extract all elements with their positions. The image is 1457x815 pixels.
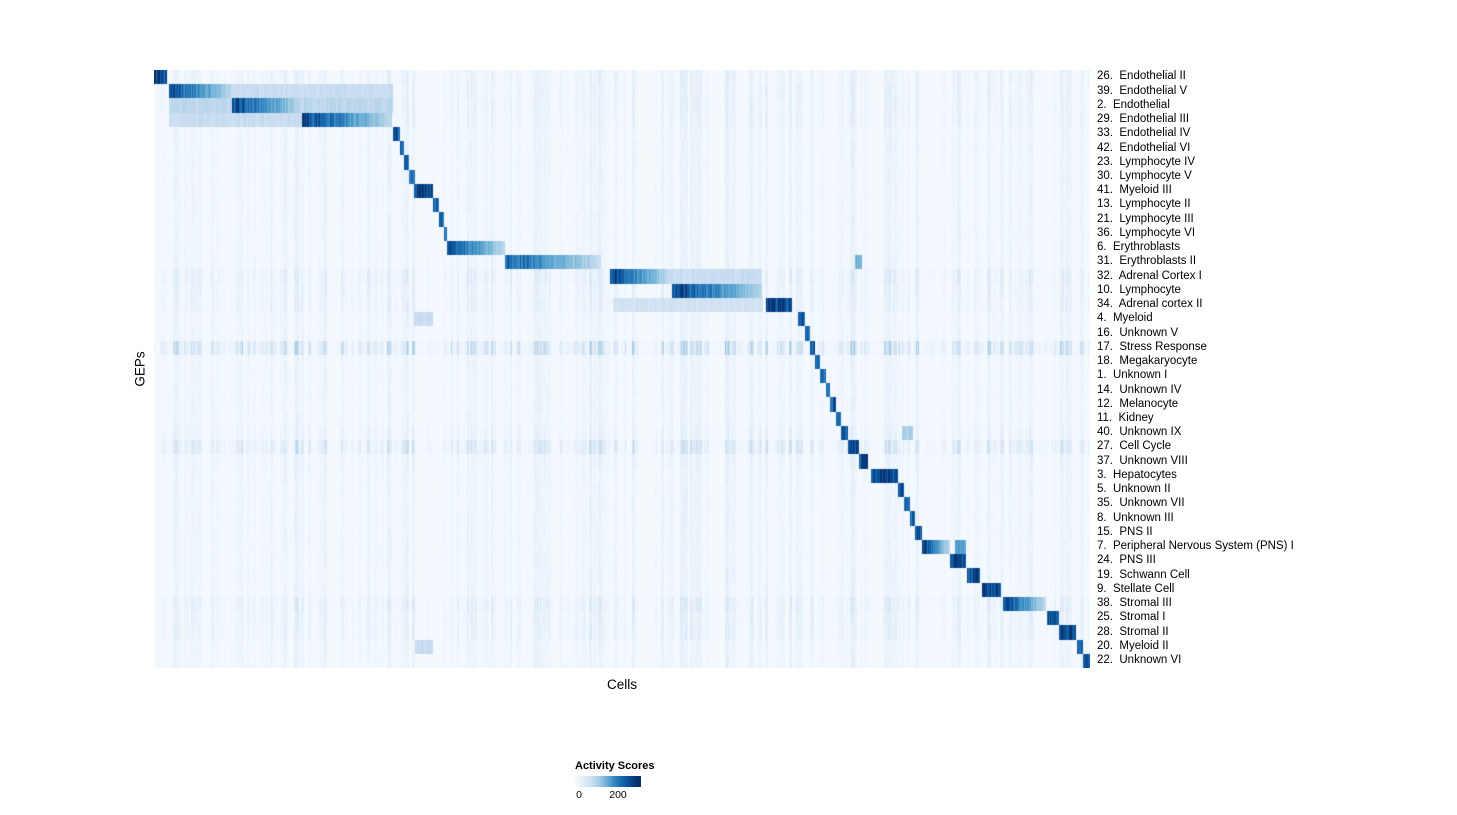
row-label: 4. Myeloid [1097, 312, 1153, 325]
row-label: 24. PNS III [1097, 554, 1156, 567]
row-label: 2. Endothelial [1097, 98, 1170, 111]
row-label: 27. Cell Cycle [1097, 440, 1172, 453]
row-label: 30. Lymphocyte V [1097, 170, 1192, 182]
row-label: 1. Unknown I [1097, 369, 1168, 382]
y-axis-label: GEPs [132, 351, 148, 387]
row-label: 42. Endothelial VI [1097, 141, 1191, 154]
row-label: 25. Stromal I [1097, 611, 1166, 624]
colorbar-title: Activity Scores [575, 760, 655, 772]
row-labels: 26. Endothelial II 39. Endothelial V 2. En… [1097, 70, 1447, 668]
row-label: 7. Peripheral Nervous System (PNS) I [1097, 540, 1294, 553]
row-label: 16. Unknown V [1097, 326, 1179, 339]
colorbar-tick-max: 200 [609, 789, 627, 801]
row-label: 5. Unknown II [1097, 483, 1171, 496]
row-label: 31. Erythroblasts II [1097, 255, 1197, 268]
row-label: 3. Hepatocytes [1097, 468, 1177, 481]
row-label: 29. Endothelial III [1097, 113, 1190, 126]
row-label: 17. Stress Response [1097, 340, 1207, 353]
row-label: 6. Erythroblasts [1097, 241, 1181, 254]
row-label: 12. Melanocyte [1097, 397, 1179, 410]
row-label: 18. Megakaryocyte [1097, 355, 1198, 368]
row-label: 14. Unknown IV [1097, 383, 1182, 396]
row-label: 20. Myeloid II [1097, 639, 1169, 652]
row-label: 8. Unknown III [1097, 511, 1174, 524]
row-label: 40. Unknown IX [1097, 426, 1182, 439]
x-axis-label: Cells [606, 677, 637, 692]
row-label: 15. PNS II [1097, 525, 1153, 538]
row-label: 23. Lymphocyte IV [1097, 155, 1196, 168]
row-label: 35. Unknown VII [1097, 497, 1185, 510]
colorbar-gradient [575, 776, 641, 787]
row-label: 21. Lymphocyte III [1097, 212, 1194, 225]
row-label: 26. Endothelial II [1097, 70, 1186, 83]
row-label: 13. Lymphocyte II [1097, 198, 1191, 211]
colorbar-legend: Activity Scores 0 200 [575, 760, 695, 803]
row-label: 28. Stromal II [1097, 625, 1169, 638]
row-label: 19. Schwann Cell [1097, 568, 1190, 581]
row-label: 33. Endothelial IV [1097, 127, 1191, 140]
row-label: 10. Lymphocyte [1097, 283, 1181, 296]
row-label: 38. Stromal III [1097, 597, 1172, 610]
row-label: 34. Adrenal cortex II [1097, 298, 1203, 311]
row-label: 37. Unknown VIII [1097, 454, 1188, 467]
row-label: 9. Stellate Cell [1097, 582, 1175, 595]
colorbar-tick-min: 0 [576, 789, 582, 801]
row-label: 36. Lymphocyte VI [1097, 226, 1196, 239]
row-label: 32. Adrenal Cortex I [1097, 269, 1202, 282]
row-label: 11. Kidney [1097, 411, 1154, 424]
colorbar-ticks: 0 200 [575, 789, 695, 803]
row-label: 22. Unknown VI [1097, 653, 1182, 666]
row-label: 41. Myeloid III [1097, 184, 1172, 197]
row-label: 39. Endothelial V [1097, 84, 1188, 97]
heatmap-canvas [154, 70, 1090, 668]
